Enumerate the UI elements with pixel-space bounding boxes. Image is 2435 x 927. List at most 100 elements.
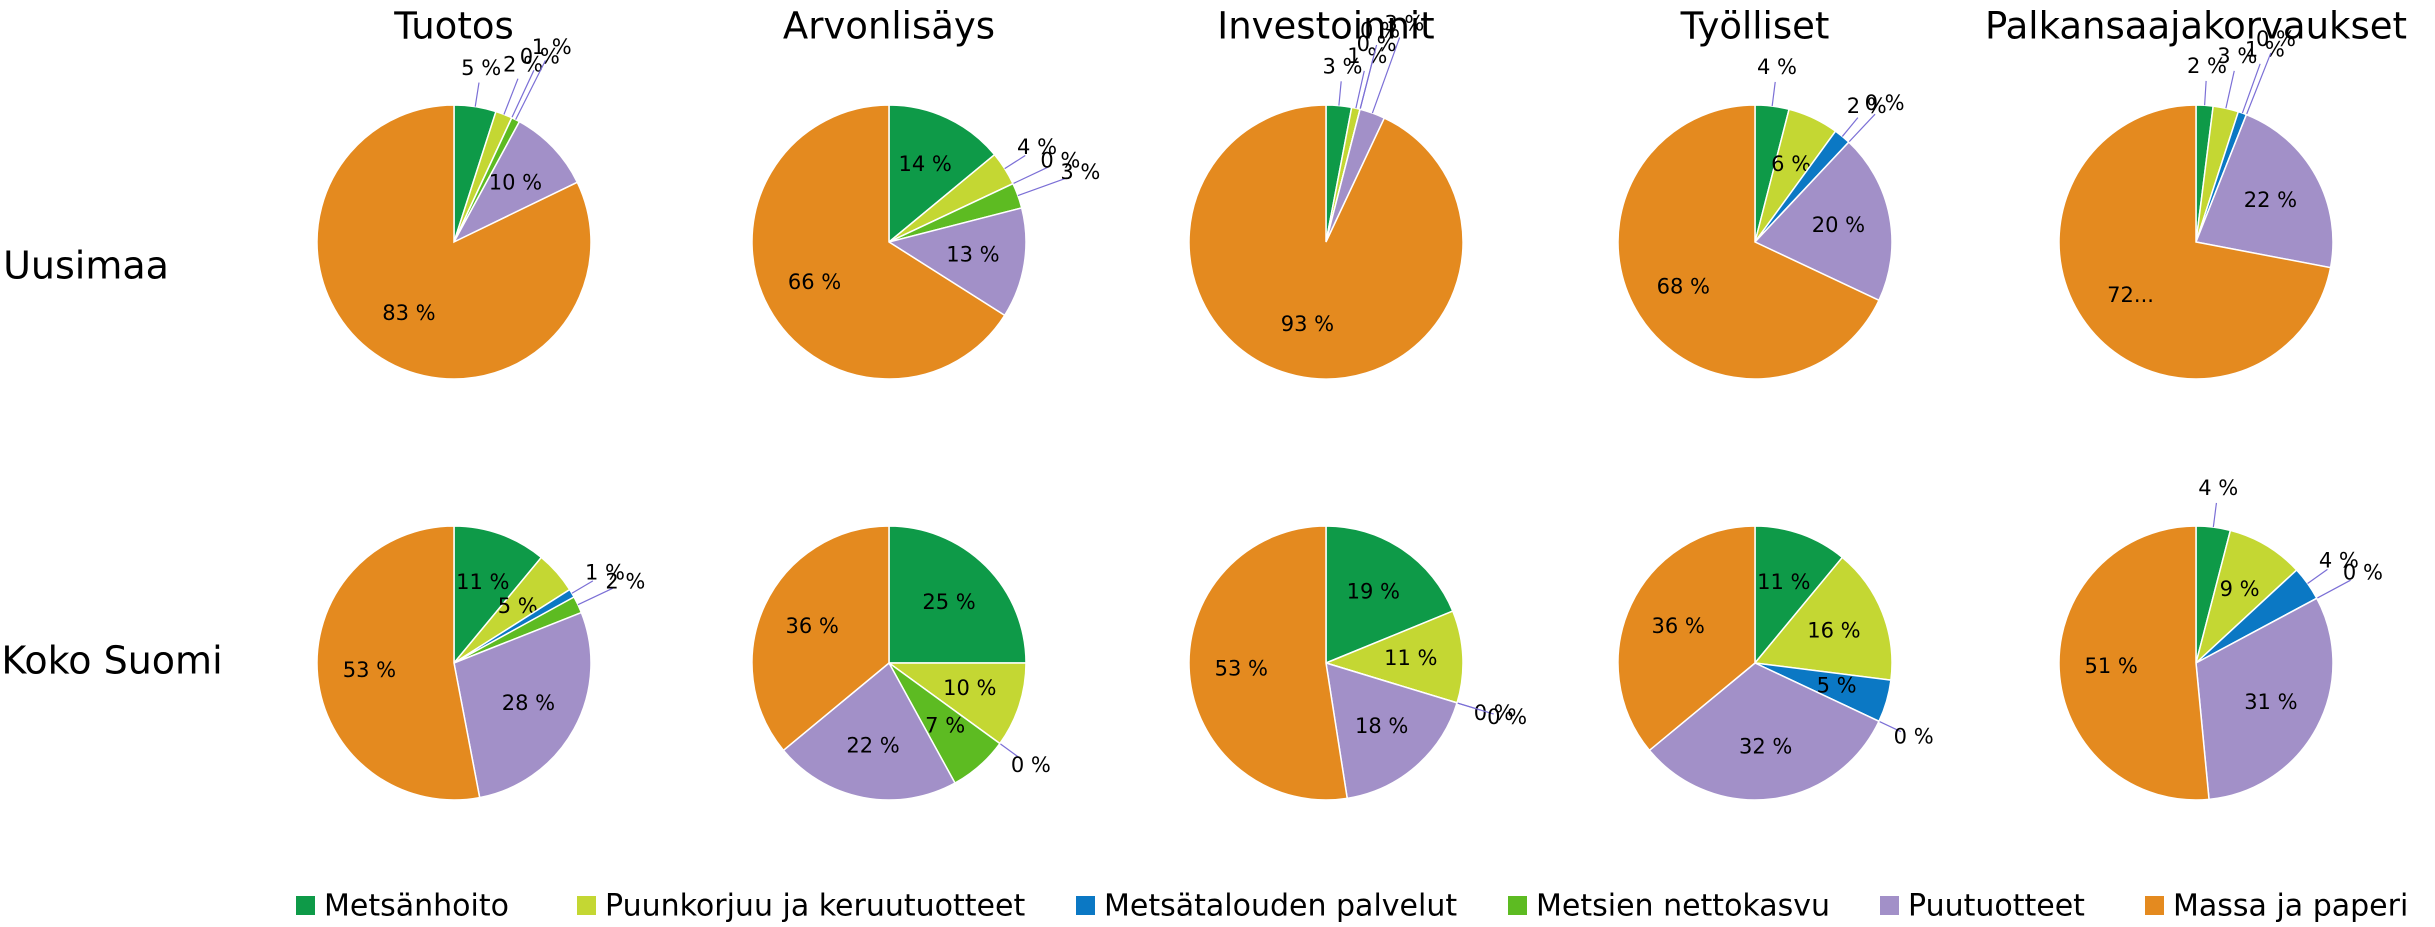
data-label: 2 % <box>2187 54 2227 78</box>
data-label: 2 % <box>1847 94 1887 118</box>
leader-line <box>1012 166 1048 185</box>
data-label: 11 % <box>456 570 509 594</box>
leader-line <box>1878 720 1902 733</box>
data-label: 36 % <box>785 614 838 638</box>
pie-slice <box>1188 104 1464 380</box>
leader-line <box>2245 52 2272 115</box>
leader-line <box>2204 80 2207 106</box>
leader-line <box>515 60 547 120</box>
chart-title: Arvonlisäys <box>783 5 995 48</box>
pie-slice <box>1325 661 1458 800</box>
leader-line <box>2212 502 2218 528</box>
leader-line <box>1848 113 1876 143</box>
leader-line <box>1338 81 1342 106</box>
pie-slice <box>888 525 1027 664</box>
leader-line <box>999 743 1020 759</box>
chart-title: Tuotos <box>393 5 514 48</box>
pie-slice <box>887 207 1027 317</box>
row-label: Koko Suomi <box>1 639 222 683</box>
pie-slice <box>453 611 592 799</box>
leader-line <box>1456 702 1494 715</box>
data-label: 3 % <box>1060 160 1100 184</box>
data-label: 93 % <box>1281 312 1334 336</box>
data-label: 83 % <box>382 301 435 325</box>
data-label: 0 % <box>1360 18 1400 42</box>
data-label: 53 % <box>1215 657 1268 681</box>
data-label: 4 % <box>1017 135 1057 159</box>
data-label: 53 % <box>343 658 396 682</box>
leader-line <box>571 580 594 594</box>
data-label: 5 % <box>461 56 501 80</box>
data-label: 28 % <box>502 691 555 715</box>
data-label: 1 % <box>2245 38 2285 62</box>
data-label: 1 % <box>532 35 572 59</box>
data-label: 4 % <box>1757 55 1797 79</box>
pie-slice <box>2058 104 2332 380</box>
data-label: 3 % <box>1384 11 1424 35</box>
data-label: 22 % <box>2244 188 2297 212</box>
data-label: 13 % <box>946 242 999 266</box>
data-label: 4 % <box>2198 476 2238 500</box>
pie-slice <box>782 661 957 801</box>
leader-line <box>511 70 535 119</box>
data-label: 9 % <box>2220 577 2260 601</box>
pie-slice <box>886 662 1027 745</box>
leader-line <box>577 587 613 606</box>
chart-title: Työlliset <box>1680 5 1830 48</box>
leader-line <box>474 82 480 107</box>
data-label: 0 % <box>2343 561 2383 585</box>
data-label: 0 % <box>520 45 560 69</box>
data-label: 10 % <box>943 676 996 700</box>
row-label: Uusimaa <box>3 244 169 288</box>
data-label: 0 % <box>1357 32 1397 56</box>
leader-line <box>2307 568 2328 585</box>
leader-line <box>1771 81 1776 107</box>
leader-line <box>2316 579 2351 599</box>
pie-slice <box>2058 525 2210 801</box>
leader-line <box>1017 177 1068 197</box>
data-label: 10 % <box>489 170 542 194</box>
data-label: 6 % <box>1771 152 1811 176</box>
legend-swatch <box>577 896 596 915</box>
data-label: 7 % <box>925 714 965 738</box>
data-label: 0 % <box>1894 725 1934 749</box>
data-label: 0 % <box>1487 705 1527 729</box>
data-label: 0 % <box>1011 753 1051 777</box>
leader-line <box>503 78 519 115</box>
data-label: 31 % <box>2244 690 2297 714</box>
data-label: 51 % <box>2084 654 2137 678</box>
legend-label: Massa ja paperi <box>2173 889 2408 924</box>
legend-swatch <box>1508 896 1527 915</box>
legend-swatch <box>2145 896 2164 915</box>
data-label: 4 % <box>2319 548 2359 572</box>
leader-line <box>1355 70 1365 109</box>
leader-line <box>1359 44 1378 110</box>
data-label: 0 % <box>2256 27 2296 51</box>
leader-line <box>1371 37 1401 114</box>
pie-slice <box>1753 141 1893 302</box>
pie-slice <box>453 525 543 666</box>
data-label: 18 % <box>1355 714 1408 738</box>
data-label: 66 % <box>788 270 841 294</box>
data-label: 68 % <box>1657 275 1710 299</box>
pie-slice <box>1648 662 1880 801</box>
pie-slice <box>1323 610 1464 704</box>
data-label: 0 % <box>1040 148 1080 172</box>
legend-swatch <box>1076 896 1095 915</box>
data-label: 25 % <box>922 590 975 614</box>
leader-line <box>1004 155 1026 170</box>
pie-slice <box>2194 529 2298 666</box>
legend-label: Metsätalouden palvelut <box>1104 889 1457 924</box>
data-label: 0 % <box>1865 91 1905 115</box>
pie-slice <box>452 120 579 244</box>
leader-line <box>1841 117 1859 137</box>
data-label: 36 % <box>1651 614 1704 638</box>
data-label: 32 % <box>1739 734 1792 758</box>
data-label: 11 % <box>1384 646 1437 670</box>
legend-swatch <box>1880 896 1899 915</box>
pie-slice <box>2194 113 2334 269</box>
data-label: 3 % <box>1323 54 1363 78</box>
data-label: 22 % <box>846 733 899 757</box>
data-label: 1 % <box>585 561 625 585</box>
